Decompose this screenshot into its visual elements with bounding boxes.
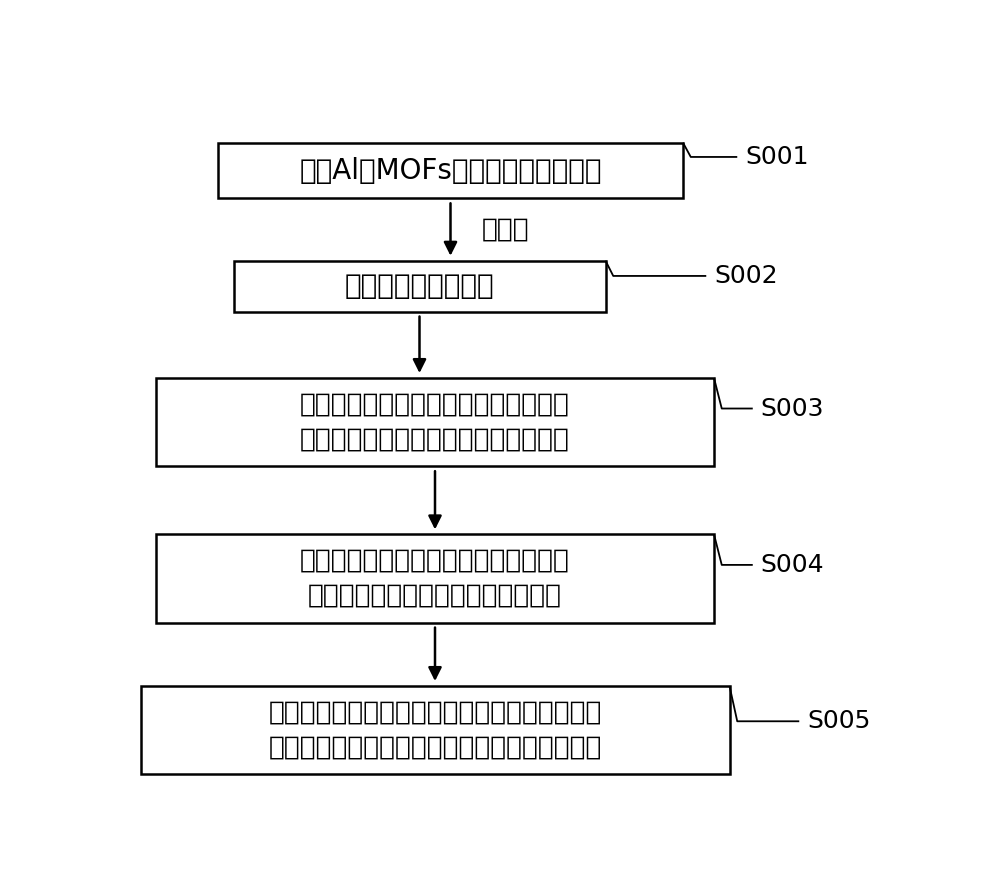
Text: 将介孔氧化铝陶瓷涂覆浆料涂覆在市售隔膜上，
烘干、除去水分后得到介孔氧化铝陶瓷涂覆隔膜: 将介孔氧化铝陶瓷涂覆浆料涂覆在市售隔膜上， 烘干、除去水分后得到介孔氧化铝陶瓷涂… — [268, 699, 602, 760]
FancyBboxPatch shape — [140, 686, 730, 774]
Text: 获得介孔氧化铝粉体: 获得介孔氧化铝粉体 — [345, 272, 494, 300]
Text: S003: S003 — [761, 396, 824, 420]
Text: 研磨结束后加入胶黏剂和润湿剂，搅拌
均匀后得到介孔氧化铝陶瓷涂覆浆料: 研磨结束后加入胶黏剂和润湿剂，搅拌 均匀后得到介孔氧化铝陶瓷涂覆浆料 — [300, 548, 570, 609]
Text: 热处理: 热处理 — [482, 216, 529, 243]
Text: 将水、分散剂、增稠剂和介孔氧化铝粉
体进行搅拌混合，混合均匀后进行研磨: 将水、分散剂、增稠剂和介孔氧化铝粉 体进行搅拌混合，混合均匀后进行研磨 — [300, 392, 570, 453]
FancyBboxPatch shape — [218, 143, 683, 199]
Text: S005: S005 — [807, 709, 870, 733]
Text: 合成Al基MOFs多孔配位聚合物材料: 合成Al基MOFs多孔配位聚合物材料 — [299, 156, 602, 185]
FancyBboxPatch shape — [156, 378, 714, 466]
FancyBboxPatch shape — [234, 260, 606, 312]
FancyBboxPatch shape — [156, 534, 714, 623]
Text: S001: S001 — [745, 145, 808, 169]
Text: S002: S002 — [714, 264, 778, 288]
Text: S004: S004 — [761, 553, 824, 577]
